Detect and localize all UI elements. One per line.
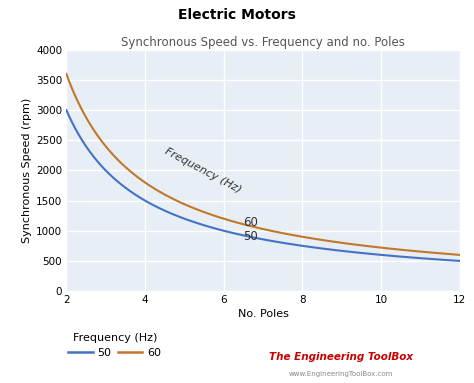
Text: Electric Motors: Electric Motors — [178, 8, 296, 22]
Text: The Engineering ToolBox: The Engineering ToolBox — [269, 352, 413, 362]
Legend: 50, 60: 50, 60 — [64, 328, 165, 363]
Title: Synchronous Speed vs. Frequency and no. Poles: Synchronous Speed vs. Frequency and no. … — [121, 36, 405, 49]
Y-axis label: Synchronous Speed (rpm): Synchronous Speed (rpm) — [22, 98, 32, 243]
Text: 60: 60 — [244, 216, 258, 229]
Text: Frequency (Hz): Frequency (Hz) — [163, 147, 243, 195]
Text: 50: 50 — [244, 230, 258, 243]
X-axis label: No. Poles: No. Poles — [237, 309, 289, 319]
Text: www.EngineeringToolBox.com: www.EngineeringToolBox.com — [289, 371, 393, 377]
